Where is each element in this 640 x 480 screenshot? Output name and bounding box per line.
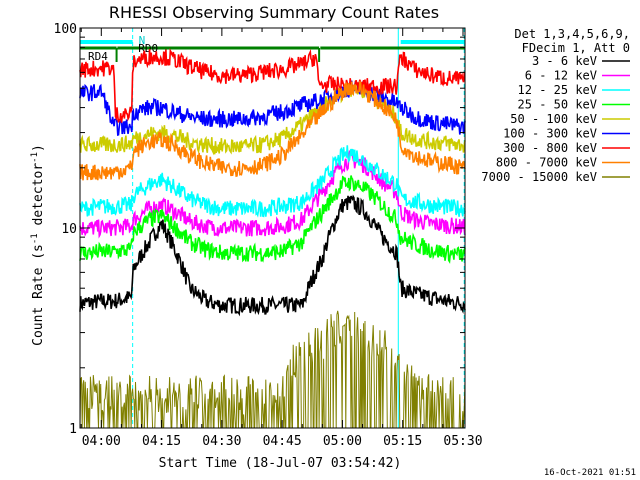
x-tick-label-6: 05:30 — [443, 434, 482, 449]
legend-entry-7: 800 - 7000 keV — [496, 156, 597, 170]
legend-entry-2: 12 - 25 keV — [518, 83, 597, 97]
legend-entry-3: 25 - 50 keV — [518, 98, 597, 112]
x-axis-label: Start Time (18-Jul-07 03:54:42) — [159, 456, 402, 471]
legend-entry-4: 50 - 100 keV — [510, 112, 597, 126]
x-tick-label-0: 04:00 — [82, 434, 121, 449]
x-tick-label-1: 04:15 — [142, 434, 181, 449]
chart-title: RHESSI Observing Summary Count Rates — [109, 3, 439, 22]
legend-entry-5: 100 - 300 keV — [503, 127, 597, 141]
legend-entry-1: 6 - 12 keV — [525, 69, 597, 83]
series-line-4 — [79, 80, 466, 156]
flag-label-rd0: RD0 — [138, 42, 158, 55]
y-tick-label-1: 10 — [61, 222, 77, 237]
legend-entry-6: 300 - 800 keV — [503, 141, 597, 155]
series-line-2 — [79, 145, 466, 218]
axes: 04:00 04:15 04:30 04:45 05:00 05:15 05:30 1 10 10… — [54, 22, 483, 449]
y-tick-label-2: 100 — [54, 22, 77, 37]
series-line-1 — [79, 149, 466, 239]
series-line-5 — [79, 80, 466, 137]
series-line-0 — [79, 194, 466, 317]
y-tick-label-0: 1 — [69, 422, 77, 437]
legend-header-0: Det 1,3,4,5,6,9, — [514, 27, 630, 41]
legend-entry-0: 3 - 6 keV — [532, 54, 597, 68]
series-line-6 — [79, 48, 466, 123]
legend-entry-8: 7000 - 15000 keV — [481, 170, 597, 184]
flag-label-n: N — [139, 34, 146, 47]
timestamp: 16-Oct-2021 01:51 — [544, 468, 636, 478]
x-tick-label-5: 05:15 — [383, 434, 422, 449]
legend: Det 1,3,4,5,6,9,FDecim 1, Att 03 - 6 keV… — [481, 27, 630, 184]
series-line-3 — [79, 175, 466, 264]
y-axis-label: Count Rate (s-1 detector-1) — [30, 144, 46, 346]
x-tick-label-2: 04:30 — [202, 434, 241, 449]
x-tick-label-4: 05:00 — [323, 434, 362, 449]
series-line-7 — [79, 80, 466, 181]
flag-label-rd4: RD4 — [88, 50, 108, 63]
legend-header-1: FDecim 1, Att 0 — [522, 41, 630, 55]
x-tick-label-3: 04:45 — [263, 434, 302, 449]
